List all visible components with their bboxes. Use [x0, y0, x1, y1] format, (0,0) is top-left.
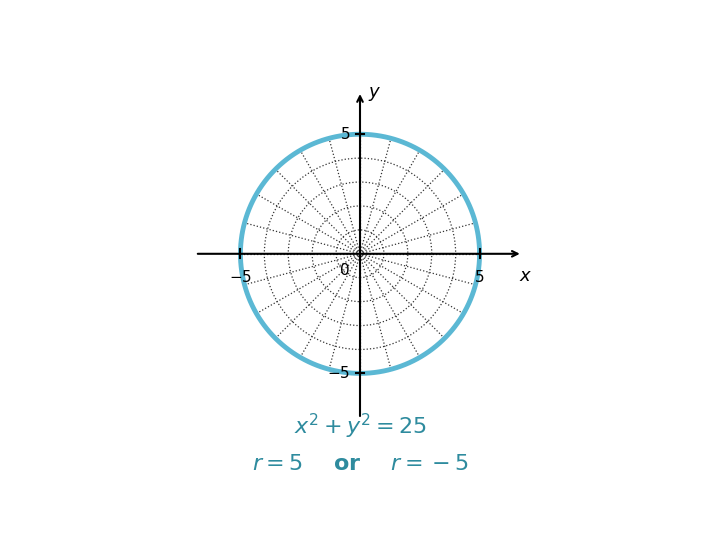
- Text: PEARSON: PEARSON: [510, 508, 613, 526]
- Text: $5$: $5$: [340, 126, 351, 142]
- Text: ALWAYS LEARNING: ALWAYS LEARNING: [14, 512, 106, 522]
- Text: $r = 5$    or    $r = -5$: $r = 5$ or $r = -5$: [251, 454, 469, 474]
- Text: $0$: $0$: [338, 262, 349, 278]
- Text: 8.5: 8.5: [11, 19, 37, 35]
- Text: (cont.): (cont.): [605, 46, 660, 65]
- Text: 56: 56: [677, 510, 698, 524]
- Text: $-5$: $-5$: [328, 366, 351, 381]
- Text: Copyright © 2013, 2009, 2005 Pearson Education, Inc.: Copyright © 2013, 2009, 2005 Pearson Edu…: [207, 512, 513, 522]
- Text: Equations of Lines and Circles: Equations of Lines and Circles: [160, 40, 560, 65]
- Text: x: x: [520, 267, 531, 285]
- Text: y: y: [369, 83, 379, 102]
- Text: $x^2 + y^2 = 25$: $x^2 + y^2 = 25$: [294, 411, 426, 441]
- Text: $5$: $5$: [474, 269, 485, 285]
- Text: $-5$: $-5$: [229, 269, 252, 285]
- Text: Example 3  Examining Polar and Rectangular: Example 3 Examining Polar and Rectangula…: [47, 19, 645, 44]
